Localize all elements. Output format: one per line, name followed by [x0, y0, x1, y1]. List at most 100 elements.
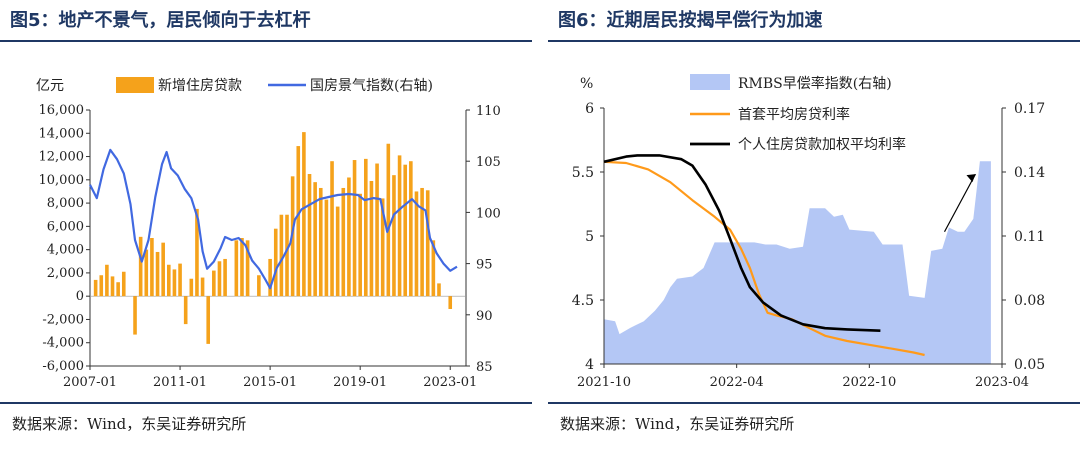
loan-bar — [403, 164, 408, 297]
loan-bar — [358, 193, 362, 297]
loan-bar — [375, 163, 379, 297]
loan-bar — [352, 160, 357, 297]
left-axis-unit: 亿元 — [36, 78, 64, 94]
right-axis-tick-label: 95 — [476, 258, 493, 273]
left-axis-tick-label: 16,000 — [39, 103, 85, 118]
loan-bar — [369, 180, 374, 297]
x-axis-tick-label: 2007-01 — [63, 375, 117, 390]
loan-bar — [167, 264, 171, 297]
loan-bar — [420, 187, 424, 297]
loan-bar — [133, 296, 137, 335]
legend-label-line1: 首套平均房贷利率 — [738, 106, 850, 123]
right-axis-tick-label: 105 — [476, 155, 501, 170]
right-axis-tick-label: 90 — [476, 309, 493, 324]
loan-bar — [150, 238, 154, 297]
loan-bar — [189, 278, 194, 297]
loan-bar — [296, 146, 301, 297]
loan-bar — [93, 279, 98, 297]
loan-bar — [212, 270, 216, 297]
loan-bar — [268, 258, 272, 297]
x-axis-tick-label: 2011-01 — [153, 375, 207, 390]
loan-bar — [392, 175, 396, 297]
left-axis-tick-label: 4.5 — [572, 293, 594, 309]
loan-bar — [172, 269, 177, 297]
title-divider — [0, 40, 532, 42]
loan-bar — [155, 251, 160, 297]
loan-bar — [335, 206, 340, 297]
source-divider — [548, 402, 1080, 404]
loan-bar — [234, 240, 239, 297]
rmbs-prepayment-area — [604, 161, 991, 364]
left-axis-tick-label: 6 — [585, 101, 594, 117]
loan-bar — [195, 208, 199, 297]
loan-bar — [409, 161, 413, 297]
left-axis-tick-label: 5 — [585, 229, 594, 245]
chart-title: 图6：近期居民按揭早偿行为加速 — [558, 10, 823, 31]
loan-bar — [105, 264, 109, 297]
loan-bar — [330, 161, 334, 297]
trend-arrow-head — [966, 174, 976, 183]
loan-bar — [448, 296, 453, 309]
loan-bar — [364, 158, 368, 297]
loan-bar — [257, 275, 261, 297]
chart-panel-housing-loans: 图5：地产不景气，居民倾向于去杠杆 亿元 -6,000 -4,000 -2,000 0 2… — [0, 0, 532, 451]
right-axis-tick-label: 110 — [476, 104, 501, 119]
loan-bar — [206, 296, 211, 344]
left-axis-tick-label: 2,000 — [47, 266, 84, 281]
legend-label-line: 国房景气指数(右轴) — [310, 78, 433, 94]
right-axis-tick-label: 0.08 — [1014, 293, 1045, 309]
right-axis-tick-label: 100 — [476, 206, 501, 221]
left-axis-tick-label: 5.5 — [572, 165, 594, 181]
loan-bar — [161, 242, 165, 297]
housing-loan-chart: 亿元 -6,000 -4,000 -2,000 0 2,000 4,000 6,000 8,00… — [36, 77, 501, 390]
legend-label-line2: 个人住房贷款加权平均利率 — [738, 136, 906, 153]
loan-bar — [240, 238, 244, 297]
loan-bar — [285, 214, 289, 297]
loan-bar — [121, 271, 126, 297]
x-axis-tick-label: 2021-10 — [577, 375, 631, 390]
loan-bar — [116, 282, 120, 297]
weighted-loan-rate-line — [603, 154, 881, 332]
left-axis-tick-label: 4 — [585, 357, 594, 373]
x-axis-tick-label: 2023-01 — [423, 375, 477, 390]
loan-bar — [386, 143, 391, 297]
chart-title: 图5：地产不景气，居民倾向于去杠杆 — [10, 10, 311, 31]
loan-bar — [223, 258, 227, 297]
loan-bar — [302, 132, 306, 297]
loan-bar — [431, 240, 436, 297]
legend-swatch-bar — [116, 77, 154, 93]
prepayment-chart: % 4 4.5 5 5.5 6 0.05 0.08 0.11 0.14 0.17 2021-10 202… — [572, 74, 1045, 390]
left-axis-tick-label: -6,000 — [42, 359, 84, 374]
loan-bar — [307, 174, 312, 297]
left-axis-unit: % — [580, 76, 593, 92]
loan-bar — [138, 236, 143, 297]
source-note: 数据来源：Wind，东吴证券研究所 — [12, 415, 247, 433]
right-axis-tick-label: 85 — [476, 360, 493, 375]
loan-bar — [414, 191, 419, 297]
loan-bar — [183, 296, 188, 325]
legend-swatch-area — [690, 74, 730, 90]
x-axis-tick-label: 2015-01 — [243, 375, 297, 390]
left-axis-tick-label: 4,000 — [47, 243, 84, 258]
x-axis-tick-label: 2019-01 — [333, 375, 387, 390]
loan-bar — [245, 240, 250, 297]
left-axis-tick-label: 8,000 — [47, 196, 84, 211]
loan-bar — [324, 199, 329, 297]
source-note: 数据来源：Wind，东吴证券研究所 — [560, 415, 795, 433]
loan-bar — [318, 187, 323, 297]
left-axis-tick-label: 12,000 — [39, 150, 85, 165]
title-divider — [548, 40, 1080, 42]
legend-label-bar: 新增住房贷款 — [158, 78, 242, 94]
loan-bar — [437, 283, 441, 297]
left-axis-tick-label: 0 — [76, 289, 84, 304]
left-axis-tick-label: -2,000 — [42, 312, 84, 327]
loan-bar — [380, 198, 385, 297]
legend-label-area: RMBS早偿率指数(右轴) — [738, 75, 892, 92]
right-axis-tick-label: 0.14 — [1014, 165, 1045, 181]
trend-arrow-shaft — [943, 173, 976, 233]
loan-bar — [279, 214, 284, 297]
source-divider — [0, 402, 532, 404]
right-axis-tick-label: 0.17 — [1014, 101, 1045, 117]
loan-bar — [200, 277, 205, 297]
left-axis-tick-label: 10,000 — [39, 173, 85, 188]
